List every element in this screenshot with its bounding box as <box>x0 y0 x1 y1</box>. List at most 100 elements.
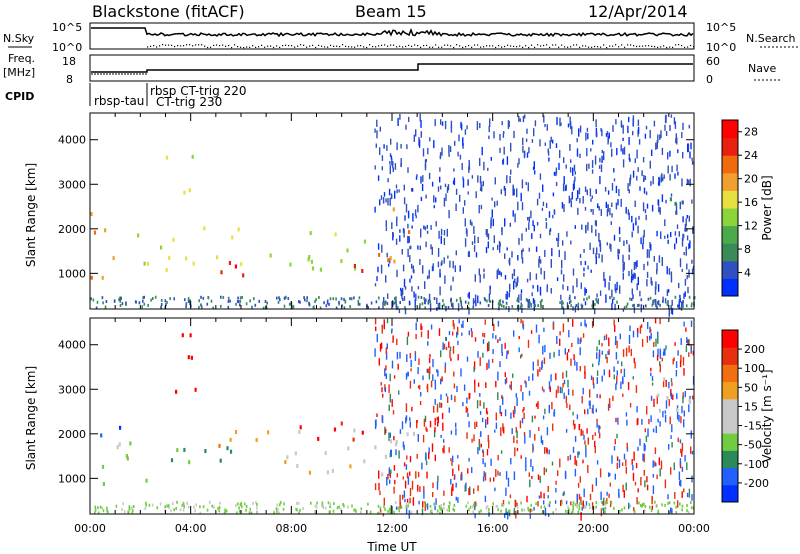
velocity-noise-cell <box>530 459 532 468</box>
power-noise-cell <box>599 242 602 252</box>
power-noise-cell <box>528 247 530 252</box>
velocity-noise-cell <box>547 495 549 499</box>
power-noise-cell <box>635 217 637 226</box>
power-nearrange-cell <box>142 299 144 303</box>
power-noise-cell <box>423 298 426 304</box>
power-noise-cell <box>426 275 429 280</box>
power-noise-cell <box>603 151 605 161</box>
velocity-noise-cell <box>504 409 507 417</box>
velocity-nearrange-cell <box>500 509 502 513</box>
velocity-nearrange-cell <box>440 507 442 510</box>
power-noise-cell <box>385 275 387 283</box>
power-nearrange-cell <box>534 304 537 308</box>
velocity-noise-cell <box>635 462 638 469</box>
power-nearrange-cell <box>138 301 141 305</box>
velocity-noise-cell <box>584 409 586 415</box>
power-colorbar-tick-label: 20 <box>744 173 758 186</box>
power-noise-cell <box>545 222 548 229</box>
power-noise-cell <box>399 235 401 242</box>
velocity-nearrange-cell <box>436 509 439 513</box>
velocity-nearrange-cell <box>581 502 583 506</box>
power-nearrange-cell <box>404 306 406 310</box>
velocity-colorbar-tick-label: 50 <box>744 381 758 394</box>
velocity-noise-cell <box>391 399 393 407</box>
power-noise-cell <box>683 252 685 256</box>
power-noise-cell <box>376 130 378 139</box>
velocity-noise-cell <box>596 377 598 384</box>
velocity-echo-cell <box>666 396 669 400</box>
velocity-noise-cell <box>688 352 690 357</box>
velocity-nearrange-cell <box>446 508 448 512</box>
velocity-noise-cell <box>478 441 481 451</box>
velocity-noise-cell <box>407 476 410 485</box>
power-noise-cell <box>439 155 441 160</box>
power-noise-cell <box>632 115 635 122</box>
velocity-noise-cell <box>562 492 564 497</box>
power-noise-cell <box>502 133 505 138</box>
velocity-noise-cell <box>644 428 646 433</box>
velocity-nearrange-cell <box>338 505 340 509</box>
station-title: Blackstone (fitACF) <box>92 2 245 21</box>
power-nearrange-cell <box>459 297 462 300</box>
velocity-nearrange-cell <box>650 509 653 513</box>
nsearch-dot <box>462 46 464 49</box>
velocity-echo-cell <box>406 432 409 437</box>
power-noise-cell <box>687 286 689 294</box>
velocity-noise-cell <box>452 346 455 354</box>
cpid-entry-1: rbsp-tau <box>94 94 144 108</box>
velocity-nearrange-cell <box>649 505 651 509</box>
power-noise-cell <box>542 184 544 192</box>
power-noise-cell <box>639 290 641 297</box>
velocity-noise-cell <box>670 389 672 397</box>
velocity-noise-cell <box>378 482 380 491</box>
velocity-noise-cell <box>528 376 530 381</box>
power-noise-cell <box>675 133 677 141</box>
velocity-colorbar-tick-label: 15 <box>744 400 758 413</box>
velocity-noise-cell <box>445 346 448 351</box>
velocity-noise-cell <box>551 401 553 410</box>
power-noise-cell <box>472 298 475 305</box>
velocity-nearrange-cell <box>530 503 532 507</box>
power-noise-cell <box>598 253 600 259</box>
power-noise-cell <box>525 181 527 186</box>
power-noise-cell <box>559 149 561 159</box>
power-nearrange-cell <box>487 304 490 307</box>
velocity-nearrange-cell <box>572 501 575 505</box>
power-nearrange-cell <box>227 305 230 309</box>
power-noise-cell <box>496 200 498 206</box>
power-noise-cell <box>682 216 684 223</box>
power-echo-cell <box>389 256 392 261</box>
power-noise-cell <box>414 302 416 311</box>
velocity-noise-cell <box>566 352 569 361</box>
velocity-nearrange-cell <box>333 502 335 505</box>
velocity-noise-cell <box>442 448 444 453</box>
velocity-noise-cell <box>434 379 436 385</box>
power-noise-cell <box>606 209 609 217</box>
power-noise-cell <box>441 147 443 156</box>
power-noise-cell <box>572 183 575 191</box>
velocity-nearrange-cell <box>194 509 196 513</box>
velocity-nearrange-cell <box>327 501 330 505</box>
power-noise-cell <box>377 243 380 250</box>
power-nearrange-cell <box>629 297 631 301</box>
velocity-noise-cell <box>497 454 499 461</box>
power-noise-cell <box>677 149 679 154</box>
power-noise-cell <box>473 245 476 252</box>
velocity-noise-cell <box>596 423 598 428</box>
velocity-nearrange-cell <box>168 506 170 509</box>
velocity-nearrange-cell <box>332 509 335 513</box>
velocity-noise-cell <box>466 397 468 404</box>
velocity-noise-cell <box>497 320 500 327</box>
power-noise-cell <box>502 159 504 165</box>
power-noise-cell <box>488 125 490 133</box>
velocity-noise-cell <box>403 444 405 451</box>
power-echo-cell <box>308 255 311 259</box>
power-nearrange-cell <box>561 306 564 310</box>
velocity-nearrange-cell <box>245 504 248 508</box>
power-noise-cell <box>562 183 565 192</box>
velocity-noise-cell <box>570 358 572 366</box>
power-noise-cell <box>631 231 633 238</box>
power-nearrange-cell <box>288 302 291 306</box>
velocity-noise-cell <box>652 350 655 358</box>
velocity-noise-cell <box>656 474 658 480</box>
